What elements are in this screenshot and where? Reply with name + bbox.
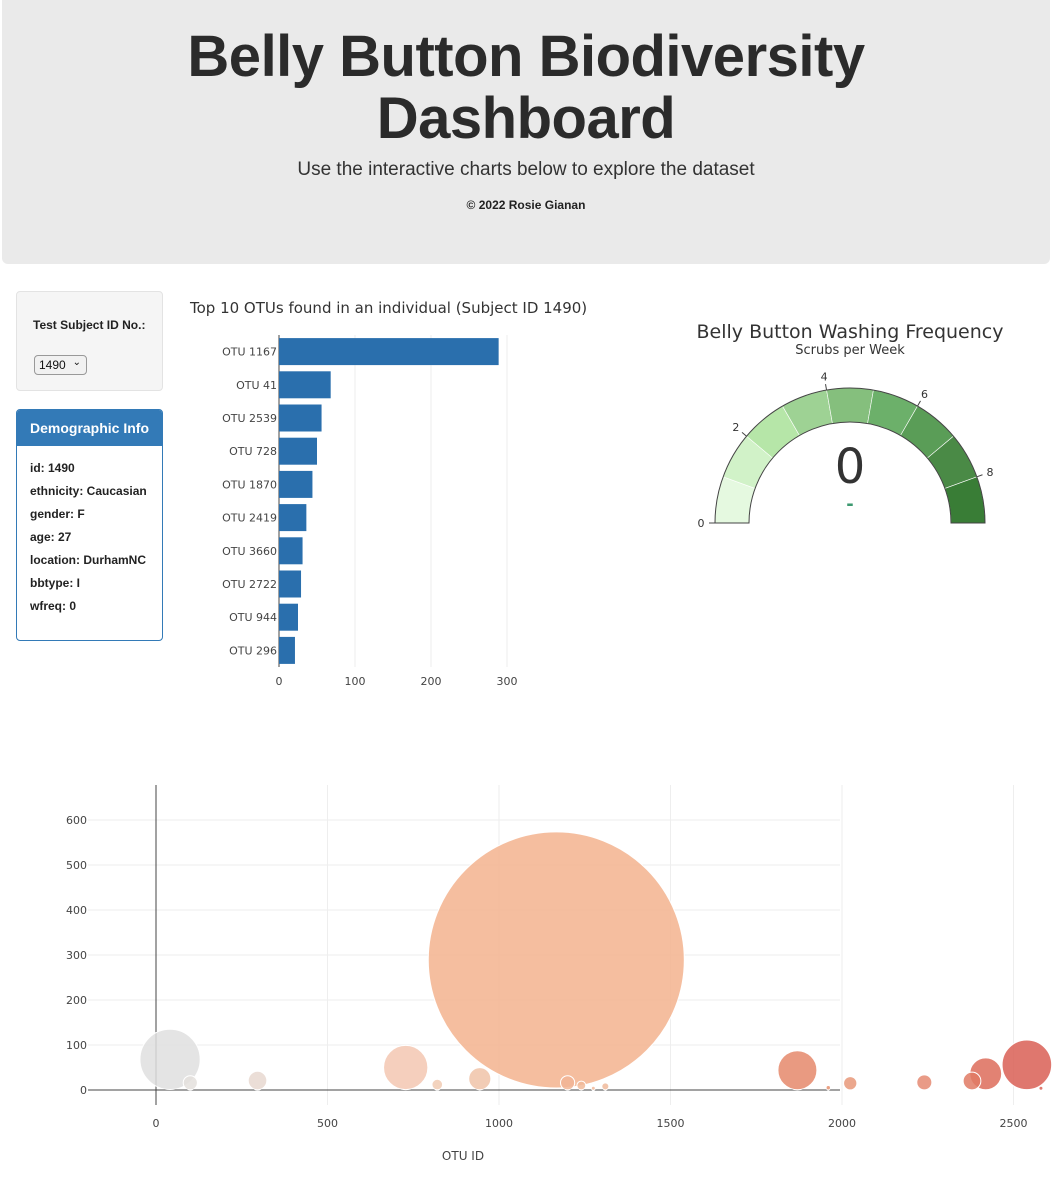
demographic-heading: Demographic Info (17, 410, 162, 446)
gauge-tick (977, 475, 983, 477)
bubble (577, 1081, 586, 1090)
bubble-y-tick-label: 300 (66, 949, 87, 962)
bar (279, 537, 303, 564)
bar-chart[interactable]: Top 10 OTUs found in an individual (Subj… (180, 290, 630, 690)
bubble (561, 1076, 575, 1090)
bubble-y-tick-label: 100 (66, 1039, 87, 1052)
bubble (844, 1077, 857, 1090)
header-jumbotron: Belly Button Biodiversity Dashboard Use t… (2, 0, 1050, 264)
gauge-tick (826, 384, 827, 390)
copyright: © 2022 Rosie Gianan (2, 198, 1050, 212)
demo-row: bbtype: I (30, 576, 162, 599)
bubble-y-tick-label: 0 (80, 1084, 87, 1097)
subject-selector-label: Test Subject ID No.: (33, 319, 151, 332)
bubble-x-tick-label: 2500 (1000, 1117, 1028, 1130)
bubble (1039, 1086, 1043, 1090)
bar-chart-title: Top 10 OTUs found in an individual (Subj… (189, 299, 587, 317)
bar (279, 405, 322, 432)
bubble-x-tick-label: 1000 (485, 1117, 513, 1130)
bubble-y-tick-label: 200 (66, 994, 87, 1007)
subject-id-selected: 1490 (39, 358, 66, 372)
subject-selector-well: Test Subject ID No.: 1490 ⌄ (16, 291, 163, 391)
bubble (432, 1079, 443, 1090)
bar-category-label: OTU 1167 (222, 346, 277, 359)
bar-category-label: OTU 2722 (222, 578, 277, 591)
bubble (1002, 1040, 1052, 1090)
bubble-y-tick-label: 600 (66, 814, 87, 827)
bar-category-label: OTU 728 (229, 445, 277, 458)
bar (279, 637, 295, 664)
bubble-x-tick-label: 1500 (657, 1117, 685, 1130)
bar-category-label: OTU 3660 (222, 545, 277, 558)
demo-row: age: 27 (30, 530, 162, 553)
demo-row: id: 1490 (30, 461, 162, 484)
gauge-tick (918, 401, 921, 406)
bubble (469, 1068, 491, 1090)
bubble-chart[interactable]: 0100200300400500600050010001500200025003… (0, 760, 1055, 1177)
gauge-delta: - (846, 494, 853, 515)
gauge-tick-label: 4 (821, 370, 828, 383)
demographic-list: id: 1490 ethnicity: Caucasian gender: F … (17, 446, 162, 622)
gauge-title: Belly Button Washing Frequency (697, 321, 1004, 343)
bubble (591, 1086, 595, 1090)
bar-x-tick-label: 300 (497, 675, 518, 688)
page-title: Belly Button Biodiversity Dashboard (2, 26, 1050, 150)
gauge-step (827, 388, 874, 424)
bar-x-tick-label: 0 (276, 675, 283, 688)
demographic-panel: Demographic Info id: 1490 ethnicity: Cau… (16, 409, 163, 641)
gauge-tick-label: 8 (987, 466, 994, 479)
bubble (248, 1071, 267, 1090)
bubble (384, 1045, 428, 1089)
bubble-y-tick-label: 500 (66, 859, 87, 872)
demo-row: wfreq: 0 (30, 599, 162, 622)
bubble (826, 1086, 830, 1090)
bar-category-label: OTU 2419 (222, 512, 277, 525)
bar (279, 571, 301, 598)
bar-x-tick-label: 100 (345, 675, 366, 688)
bar-x-tick-label: 200 (421, 675, 442, 688)
bar (279, 471, 312, 498)
bubble (778, 1051, 817, 1090)
page-subtitle: Use the interactive charts below to expl… (2, 159, 1050, 181)
bar (279, 604, 298, 631)
bubble-y-tick-label: 400 (66, 904, 87, 917)
chevron-down-icon: ⌄ (73, 357, 81, 368)
bubble (428, 832, 684, 1088)
bar (279, 338, 499, 365)
bubble-x-tick-label: 0 (153, 1117, 160, 1130)
bubble-x-tick-label: 2000 (828, 1117, 856, 1130)
bar (279, 504, 306, 531)
bubble (602, 1083, 609, 1090)
demo-row: gender: F (30, 507, 162, 530)
bubble (963, 1072, 981, 1090)
gauge-tick-label: 6 (921, 388, 928, 401)
bar (279, 438, 317, 465)
demo-row: location: DurhamNC (30, 553, 162, 576)
bar-category-label: OTU 41 (236, 379, 277, 392)
gauge-tick-label: 2 (732, 421, 739, 434)
bar-category-label: OTU 1870 (222, 478, 277, 491)
gauge-subtitle: Scrubs per Week (795, 343, 905, 358)
bubble-x-tick-label: 500 (317, 1117, 338, 1130)
subject-id-select[interactable]: 1490 ⌄ (34, 355, 87, 375)
bar-category-label: OTU 296 (229, 644, 277, 657)
bar-category-label: OTU 2539 (222, 412, 277, 425)
bubble-x-axis-title: OTU ID (442, 1149, 484, 1163)
gauge-tick (742, 432, 747, 436)
bubble (183, 1076, 197, 1090)
gauge-value: 0 (835, 439, 866, 495)
bar (279, 371, 331, 398)
bar-category-label: OTU 944 (229, 611, 277, 624)
gauge-tick-label: 0 (698, 517, 705, 530)
bubble (917, 1075, 932, 1090)
demo-row: ethnicity: Caucasian (30, 484, 162, 507)
